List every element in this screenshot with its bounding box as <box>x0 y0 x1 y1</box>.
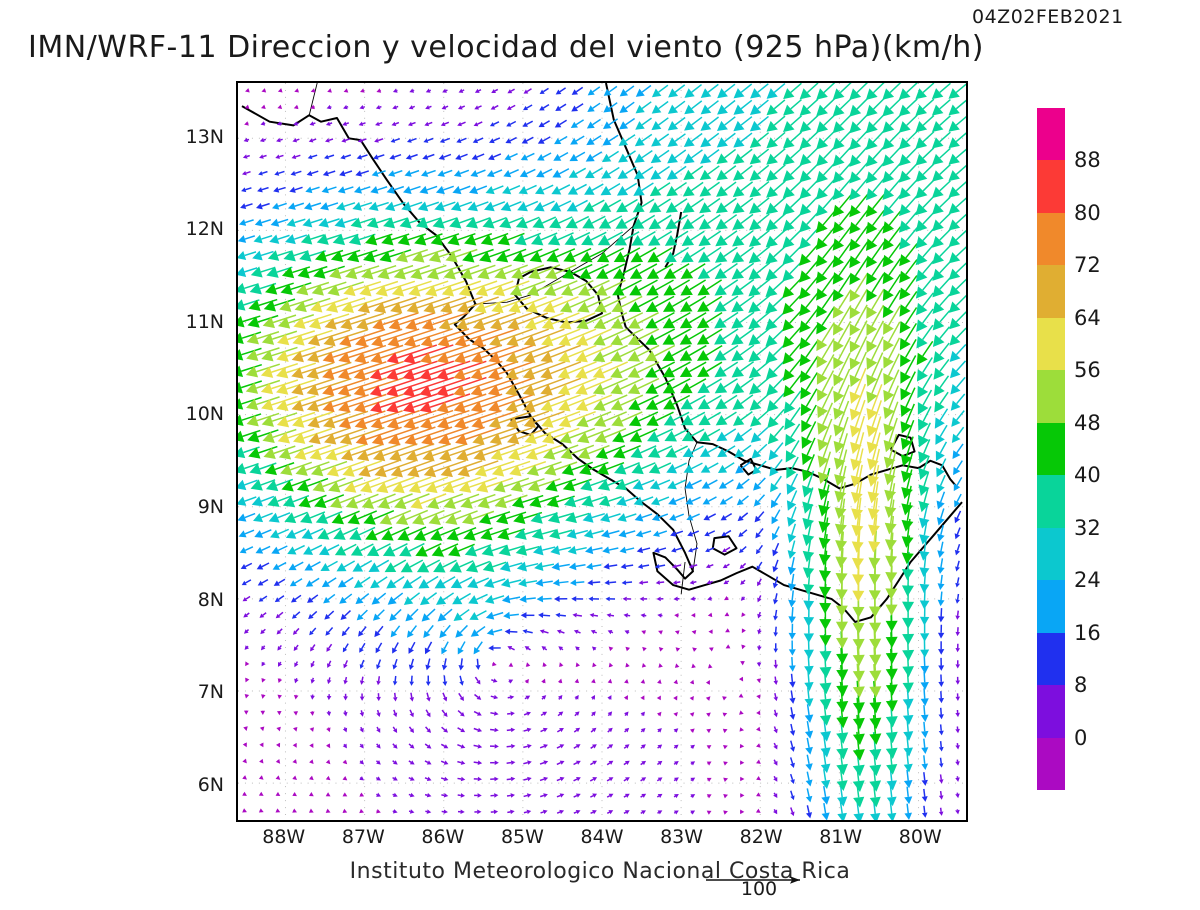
colorbar-band <box>1037 528 1065 581</box>
colorbar-tick-label: 40 <box>1074 463 1101 487</box>
longitude-tick-label: 87W <box>342 826 385 848</box>
colorbar-band <box>1037 633 1065 686</box>
latitude-tick-label: 10N <box>150 403 224 425</box>
reference-vector-label: 100 <box>741 878 777 900</box>
colorbar-tick-label: 32 <box>1074 516 1101 540</box>
colorbar-band <box>1037 318 1065 371</box>
colorbar-band <box>1037 738 1065 791</box>
longitude-tick-label: 83W <box>660 826 703 848</box>
speed-colorbar[interactable] <box>1037 108 1065 790</box>
page-title: IMN/WRF-11 Direccion y velocidad del vie… <box>28 30 984 65</box>
colorbar-tick-label: 48 <box>1074 411 1101 435</box>
longitude-tick-label: 85W <box>501 826 544 848</box>
longitude-tick-label: 82W <box>740 826 783 848</box>
colorbar-band <box>1037 213 1065 266</box>
longitude-tick-label: 84W <box>581 826 624 848</box>
forecast-timestamp: 04Z02FEB2021 <box>972 6 1124 28</box>
latitude-tick-label: 6N <box>150 774 224 796</box>
colorbar-tick-label: 56 <box>1074 358 1101 382</box>
map-plot-area[interactable] <box>236 81 968 822</box>
colorbar-tick-label: 24 <box>1074 568 1101 592</box>
longitude-tick-label: 86W <box>421 826 464 848</box>
colorbar-tick-label: 64 <box>1074 306 1101 330</box>
longitude-tick-label: 81W <box>819 826 862 848</box>
colorbar-tick-label: 80 <box>1074 201 1101 225</box>
colorbar-tick-label: 16 <box>1074 621 1101 645</box>
colorbar-tick-label: 8 <box>1074 673 1087 697</box>
colorbar-tick-label: 88 <box>1074 148 1101 172</box>
colorbar-band <box>1037 108 1065 161</box>
longitude-tick-label: 88W <box>262 826 305 848</box>
colorbar-band <box>1037 423 1065 476</box>
latitude-tick-label: 12N <box>150 218 224 240</box>
latitude-tick-label: 7N <box>150 681 224 703</box>
colorbar-tick-label: 0 <box>1074 726 1087 750</box>
wind-arrows <box>238 83 966 820</box>
latitude-tick-label: 11N <box>150 311 224 333</box>
latitude-tick-label: 9N <box>150 496 224 518</box>
colorbar-band <box>1037 370 1065 423</box>
wind-vector-field <box>238 83 966 820</box>
colorbar-tick-label: 72 <box>1074 253 1101 277</box>
colorbar-band <box>1037 160 1065 213</box>
colorbar-band <box>1037 685 1065 738</box>
colorbar-band <box>1037 580 1065 633</box>
colorbar-band <box>1037 265 1065 318</box>
colorbar-band <box>1037 475 1065 528</box>
latitude-tick-label: 8N <box>150 589 224 611</box>
latitude-tick-label: 13N <box>150 126 224 148</box>
longitude-tick-label: 80W <box>899 826 942 848</box>
